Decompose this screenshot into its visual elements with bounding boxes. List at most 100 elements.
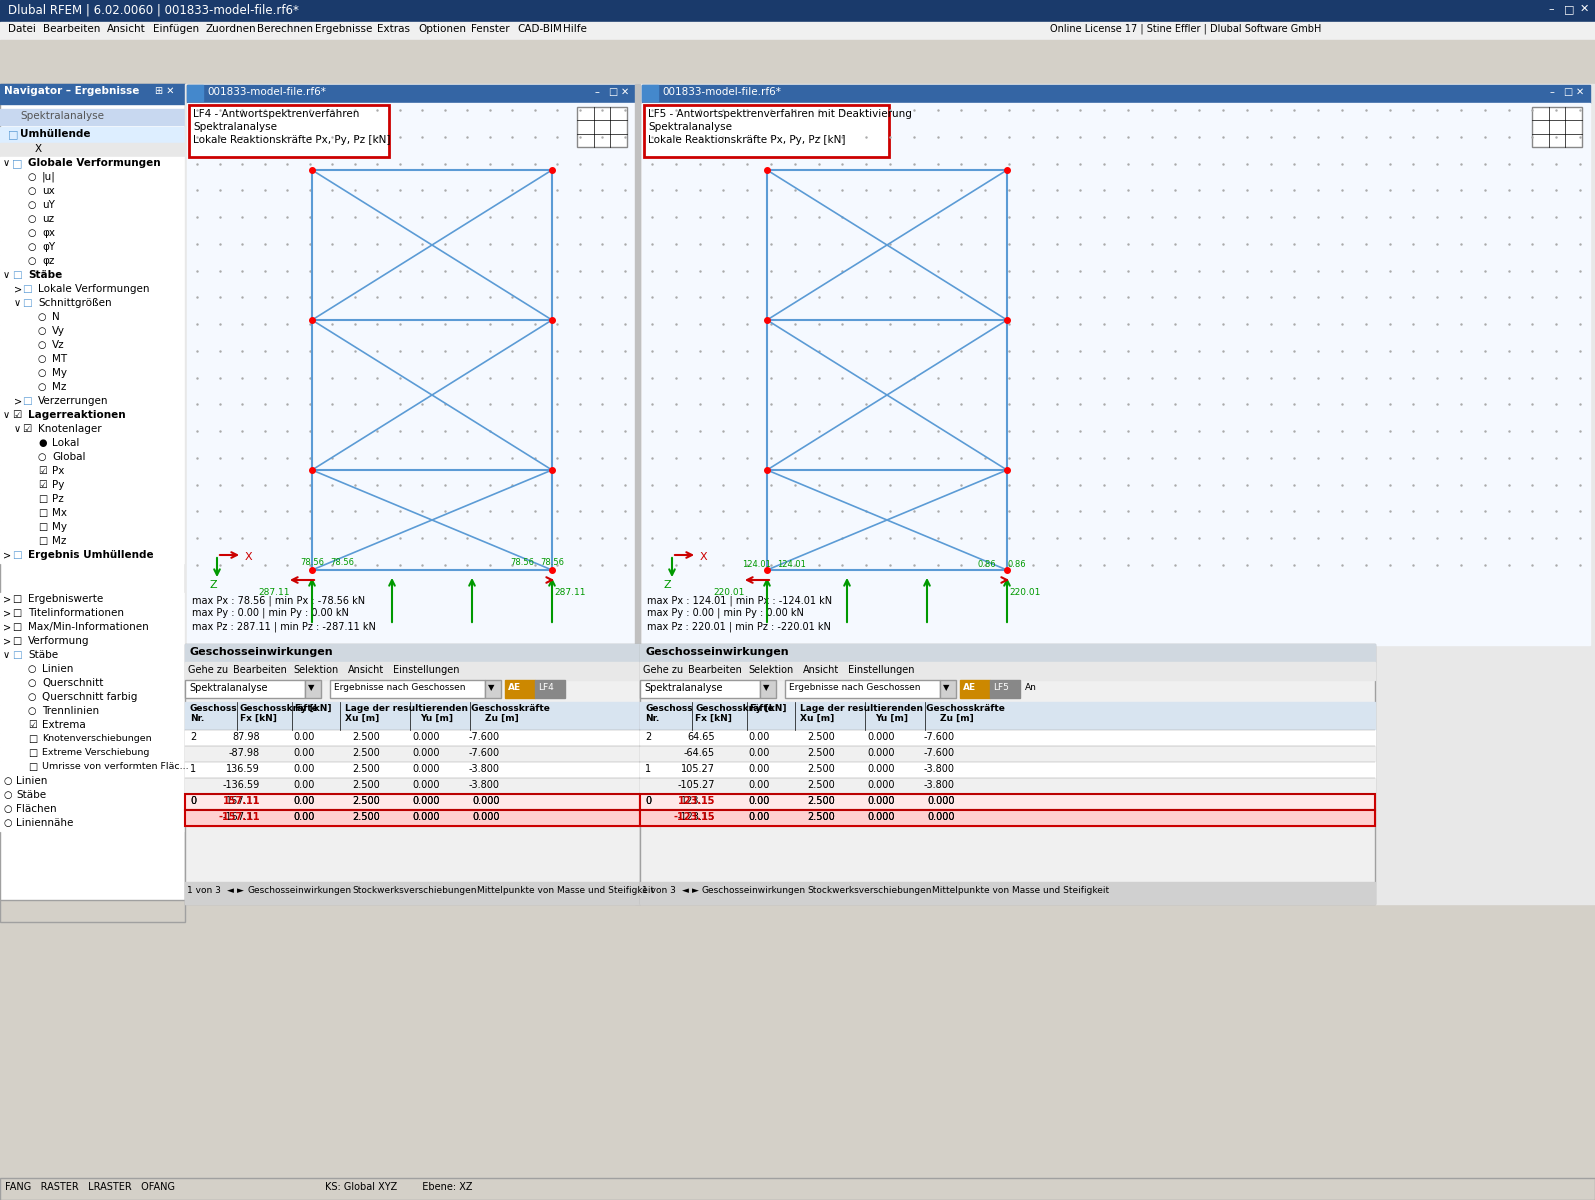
Bar bbox=[185, 810, 640, 826]
Text: 0.000: 0.000 bbox=[413, 748, 440, 758]
Text: Einstellungen: Einstellungen bbox=[392, 665, 459, 674]
Text: My: My bbox=[53, 368, 67, 378]
Bar bbox=[0, 635, 185, 649]
Text: ✕: ✕ bbox=[1581, 4, 1589, 14]
Text: 0.000: 0.000 bbox=[413, 812, 440, 822]
Text: Nr.: Nr. bbox=[644, 714, 659, 722]
Text: 2.500: 2.500 bbox=[807, 812, 836, 822]
Text: 2.500: 2.500 bbox=[352, 796, 380, 806]
Bar bbox=[0, 422, 185, 437]
Bar bbox=[0, 464, 185, 479]
Text: □: □ bbox=[13, 158, 22, 168]
Text: max Py : 0.00 | min Py : 0.00 kN: max Py : 0.00 | min Py : 0.00 kN bbox=[648, 608, 804, 618]
Text: Vy: Vy bbox=[53, 326, 65, 336]
Text: -157.11: -157.11 bbox=[219, 812, 260, 822]
Text: 0.000: 0.000 bbox=[928, 812, 955, 822]
Bar bbox=[0, 227, 185, 241]
Text: Verformung: Verformung bbox=[29, 636, 89, 646]
Text: Stockwerksverschiebungen: Stockwerksverschiebungen bbox=[352, 886, 477, 895]
Text: Umhüllende: Umhüllende bbox=[21, 128, 91, 139]
Bar bbox=[305, 680, 321, 698]
Text: 0.00: 0.00 bbox=[293, 748, 314, 758]
Text: ◄: ◄ bbox=[683, 886, 689, 895]
Text: □: □ bbox=[22, 298, 32, 308]
Bar bbox=[640, 882, 1375, 904]
Text: Yu [m]: Yu [m] bbox=[419, 714, 453, 722]
Bar bbox=[640, 680, 759, 698]
Text: 2: 2 bbox=[190, 732, 196, 742]
Text: □: □ bbox=[13, 608, 21, 618]
Bar bbox=[0, 790, 185, 803]
Text: My: My bbox=[53, 522, 67, 532]
Text: 2.500: 2.500 bbox=[352, 812, 380, 822]
Text: 0.00: 0.00 bbox=[748, 764, 770, 774]
Text: Linien: Linien bbox=[16, 776, 48, 786]
Bar bbox=[0, 296, 185, 311]
Text: Zu [m]: Zu [m] bbox=[939, 714, 975, 722]
Text: □: □ bbox=[13, 270, 22, 280]
Text: ✕: ✕ bbox=[1576, 86, 1584, 97]
Bar bbox=[0, 395, 185, 409]
Text: Fy [kN]: Fy [kN] bbox=[750, 704, 786, 713]
Text: max Pz : 220.01 | min Pz : -220.01 kN: max Pz : 220.01 | min Pz : -220.01 kN bbox=[648, 622, 831, 631]
Bar bbox=[0, 493, 185, 506]
Bar bbox=[0, 719, 185, 733]
Text: 136.59: 136.59 bbox=[226, 764, 260, 774]
Text: 2.500: 2.500 bbox=[352, 764, 380, 774]
Text: □: □ bbox=[38, 494, 48, 504]
Text: 2.500: 2.500 bbox=[807, 796, 836, 806]
Bar bbox=[0, 1178, 1595, 1200]
Text: >: > bbox=[3, 608, 11, 618]
Text: Bearbeiten: Bearbeiten bbox=[233, 665, 287, 674]
Text: 123.15: 123.15 bbox=[678, 796, 715, 806]
Bar bbox=[188, 104, 389, 157]
Bar bbox=[640, 794, 1375, 810]
Text: >: > bbox=[14, 396, 22, 406]
Text: ∨: ∨ bbox=[14, 424, 21, 434]
Text: Stäbe: Stäbe bbox=[29, 650, 57, 660]
Text: >: > bbox=[3, 622, 11, 632]
Text: 0: 0 bbox=[644, 796, 651, 806]
Text: 0.000: 0.000 bbox=[868, 796, 895, 806]
Bar bbox=[577, 107, 627, 146]
Text: Xu [m]: Xu [m] bbox=[345, 714, 380, 722]
Text: 0: 0 bbox=[190, 796, 196, 806]
Text: -64.65: -64.65 bbox=[684, 748, 715, 758]
Text: □: □ bbox=[29, 762, 37, 772]
Bar bbox=[185, 84, 1595, 904]
Text: Extrema: Extrema bbox=[41, 720, 86, 730]
Text: 0: 0 bbox=[644, 796, 651, 806]
Text: -3.800: -3.800 bbox=[924, 780, 955, 790]
Text: ▼: ▼ bbox=[943, 683, 949, 692]
Text: 2.500: 2.500 bbox=[807, 764, 836, 774]
Text: 105.27: 105.27 bbox=[681, 764, 715, 774]
Text: 0.000: 0.000 bbox=[868, 780, 895, 790]
Text: Px: Px bbox=[53, 466, 64, 476]
Text: 78.56: 78.56 bbox=[300, 558, 324, 566]
Bar bbox=[185, 662, 640, 680]
Text: ○: ○ bbox=[29, 186, 37, 196]
Bar bbox=[0, 170, 185, 185]
Text: Ansicht: Ansicht bbox=[107, 24, 145, 34]
Bar bbox=[0, 607, 185, 622]
Text: Mz: Mz bbox=[53, 536, 67, 546]
Bar bbox=[0, 199, 185, 214]
Text: >: > bbox=[3, 636, 11, 646]
Bar bbox=[640, 730, 1375, 746]
Text: 2.500: 2.500 bbox=[352, 812, 380, 822]
Text: ○: ○ bbox=[29, 664, 37, 674]
Bar bbox=[185, 778, 640, 794]
Text: ○: ○ bbox=[38, 382, 46, 392]
Text: ○: ○ bbox=[29, 706, 37, 716]
Text: ○: ○ bbox=[29, 692, 37, 702]
Text: Gehe zu: Gehe zu bbox=[643, 665, 683, 674]
Text: ○: ○ bbox=[29, 214, 37, 224]
Bar bbox=[187, 85, 635, 103]
Text: Ergebnisse: Ergebnisse bbox=[314, 24, 372, 34]
Text: ☑: ☑ bbox=[13, 410, 21, 420]
Text: ▼: ▼ bbox=[762, 683, 769, 692]
Text: –: – bbox=[595, 86, 600, 97]
Text: -3.800: -3.800 bbox=[469, 780, 499, 790]
Text: max Pz : 287.11 | min Pz : -287.11 kN: max Pz : 287.11 | min Pz : -287.11 kN bbox=[191, 622, 376, 631]
Text: □: □ bbox=[22, 396, 32, 406]
